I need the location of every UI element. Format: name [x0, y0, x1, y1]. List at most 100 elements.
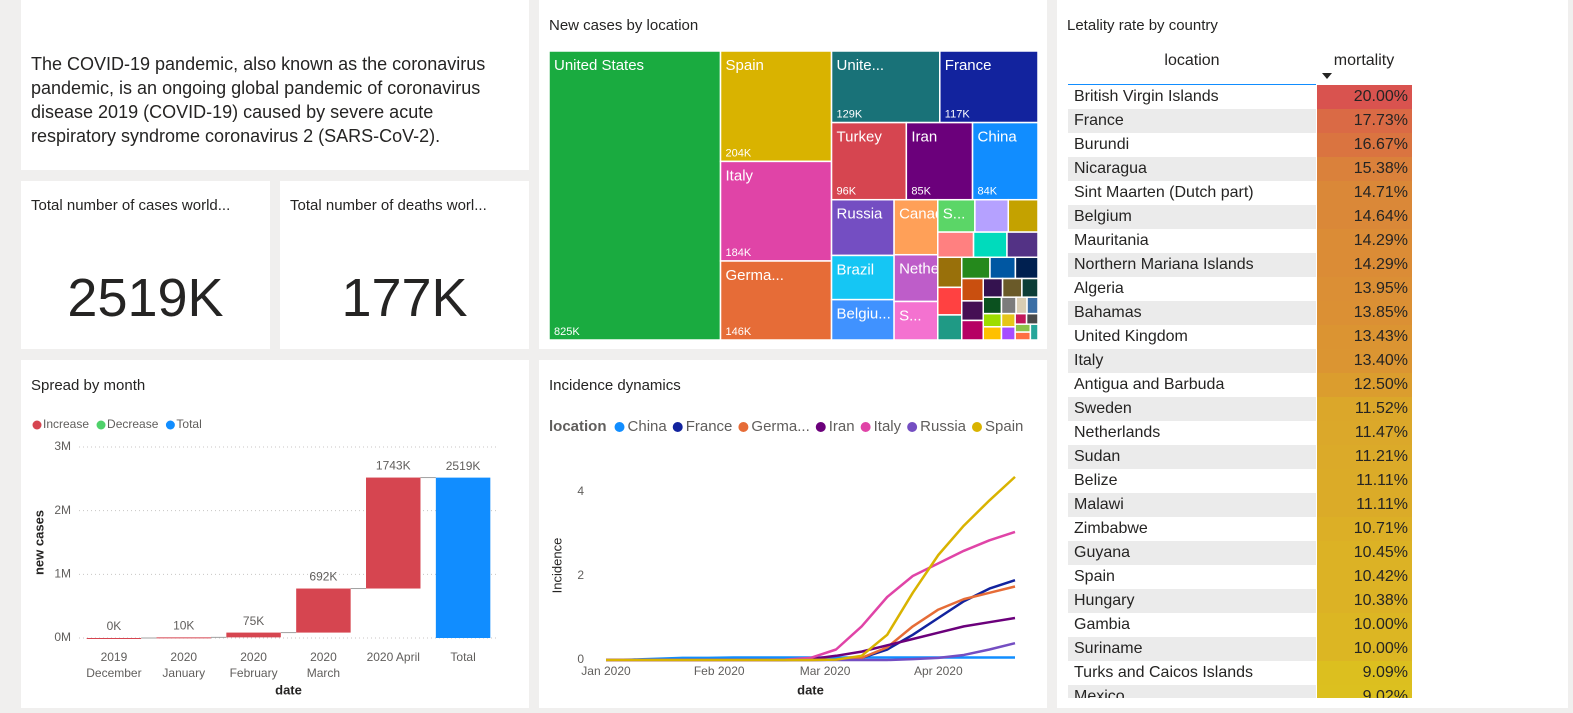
legend-label: Germa... [751, 418, 809, 435]
tile [1025, 312, 1039, 325]
cell-location: Gambia [1074, 616, 1131, 633]
tile-label: China [978, 129, 1018, 146]
cell-mortality: 11.52% [1316, 397, 1412, 421]
legend-marker [165, 420, 175, 430]
cell-mortality: 9.02% [1316, 685, 1412, 698]
column-header[interactable]: mortality [1333, 52, 1395, 69]
column-header[interactable]: location [1164, 52, 1220, 69]
cell-location: Sint Maarten (Dutch part) [1074, 184, 1254, 201]
legend-label: Total [176, 417, 201, 431]
tile [937, 231, 975, 259]
y-tick-label: 0M [54, 630, 71, 644]
cell-location: United Kingdom [1074, 328, 1188, 345]
legend-marker [672, 422, 683, 432]
tile-value: 129K [837, 109, 863, 121]
kpi-value: 2519K [67, 268, 224, 328]
cell-location: British Virgin Islands [1074, 88, 1219, 105]
cell-mortality: 10.00% [1316, 613, 1412, 637]
legend-label: China [628, 418, 668, 435]
cell-mortality: 11.21% [1316, 445, 1412, 469]
table-row: Spain 10.42% [1068, 565, 1412, 589]
table-row: Gambia 10.00% [1068, 613, 1412, 637]
chart-title: New cases by location [549, 17, 699, 34]
cell-mortality: 10.00% [1316, 637, 1412, 661]
cell-mortality: 10.45% [1316, 541, 1412, 565]
tile [1001, 277, 1023, 298]
tile [1000, 312, 1016, 328]
legend-label: Decrease [107, 417, 159, 431]
table-row: Belize 11.11% [1068, 469, 1412, 493]
tile-label: Russia [837, 206, 884, 223]
cell-mortality: 10.42% [1316, 565, 1412, 589]
cell-location: Guyana [1074, 544, 1131, 561]
tile [982, 296, 1003, 315]
cell-location: Spain [1074, 568, 1115, 585]
table-row: Sudan 11.21% [1068, 445, 1412, 469]
tile [982, 326, 1003, 341]
table-row: British Virgin Islands 20.00% [1068, 85, 1412, 109]
cell-location: Netherlands [1074, 424, 1161, 441]
table-row: Sweden 11.52% [1068, 397, 1412, 421]
data-label: 692K [309, 570, 337, 584]
table-row: France 17.73% [1068, 109, 1412, 133]
line [606, 475, 1016, 662]
tile [989, 256, 1017, 280]
bar [296, 588, 351, 633]
tile [1029, 323, 1039, 341]
tile-label: France [945, 57, 992, 74]
y-axis-title: Incidence [549, 538, 564, 594]
table-row: Sint Maarten (Dutch part) 14.71% [1068, 181, 1412, 205]
cell-mortality: 20.00% [1316, 85, 1412, 109]
tile [937, 256, 963, 289]
tile-value: 825K [554, 326, 580, 338]
kpi-label: Total number of deaths worl... [290, 197, 487, 214]
cell-mortality: 16.67% [1316, 133, 1412, 157]
x-axis-title: date [275, 682, 302, 697]
cell-mortality: 9.09% [1316, 661, 1412, 685]
tile [905, 121, 974, 201]
cell-mortality: 14.64% [1316, 205, 1412, 229]
cell-location: Hungary [1074, 592, 1135, 609]
cell-mortality: 12.50% [1316, 373, 1412, 397]
tile-label: Unite... [837, 57, 885, 74]
sort-arrow [1322, 73, 1332, 79]
x-tick-label: Feb 2020 [694, 664, 745, 678]
x-tick-label: 2020 April [367, 650, 420, 664]
tile-value: 84K [978, 186, 998, 198]
table-row: Zimbabwe 10.71% [1068, 517, 1412, 541]
tile [982, 277, 1004, 298]
y-tick-label: 0 [577, 652, 584, 666]
cell-mortality: 13.95% [1316, 277, 1412, 301]
tile [1000, 326, 1016, 341]
cell-location: Belgium [1074, 208, 1132, 225]
tile-label: Belgiu... [837, 306, 891, 323]
treemap-chart: United States 825K Spain 204K Italy 184K Germa… [548, 50, 1039, 341]
table-row: Malawi 11.11% [1068, 493, 1412, 517]
legend-label: Russia [920, 418, 967, 435]
tile [1014, 312, 1028, 325]
treemap-panel: United States 825K Spain 204K Italy 184K Germa… [539, 0, 1047, 349]
cell-location: Turks and Caicos Islands [1074, 664, 1254, 681]
bar [156, 637, 211, 639]
tile-label: Turkey [837, 129, 883, 146]
x-axis-title: date [797, 682, 824, 697]
data-label: 10K [173, 619, 194, 633]
bar [435, 477, 491, 638]
tile [1007, 198, 1039, 233]
table-row: Burundi 16.67% [1068, 133, 1412, 157]
data-label: 0K [107, 619, 122, 633]
y-tick-label: 2 [577, 568, 584, 582]
x-tick-label: Mar 2020 [800, 664, 851, 678]
y-tick-label: 4 [577, 484, 584, 498]
tile-value: 85K [911, 186, 931, 198]
cell-mortality: 11.47% [1316, 421, 1412, 445]
data-label: 2519K [446, 459, 481, 473]
cell-mortality: 15.38% [1316, 157, 1412, 181]
tile [1006, 231, 1039, 259]
cell-location: Northern Mariana Islands [1074, 256, 1254, 273]
tile [972, 231, 1008, 259]
cell-location: Belize [1074, 472, 1118, 489]
x-tick-label: 2020 [170, 650, 197, 664]
tile-value: 146K [726, 326, 752, 338]
table-panel: Letality rate by country location mortal… [1057, 0, 1568, 708]
